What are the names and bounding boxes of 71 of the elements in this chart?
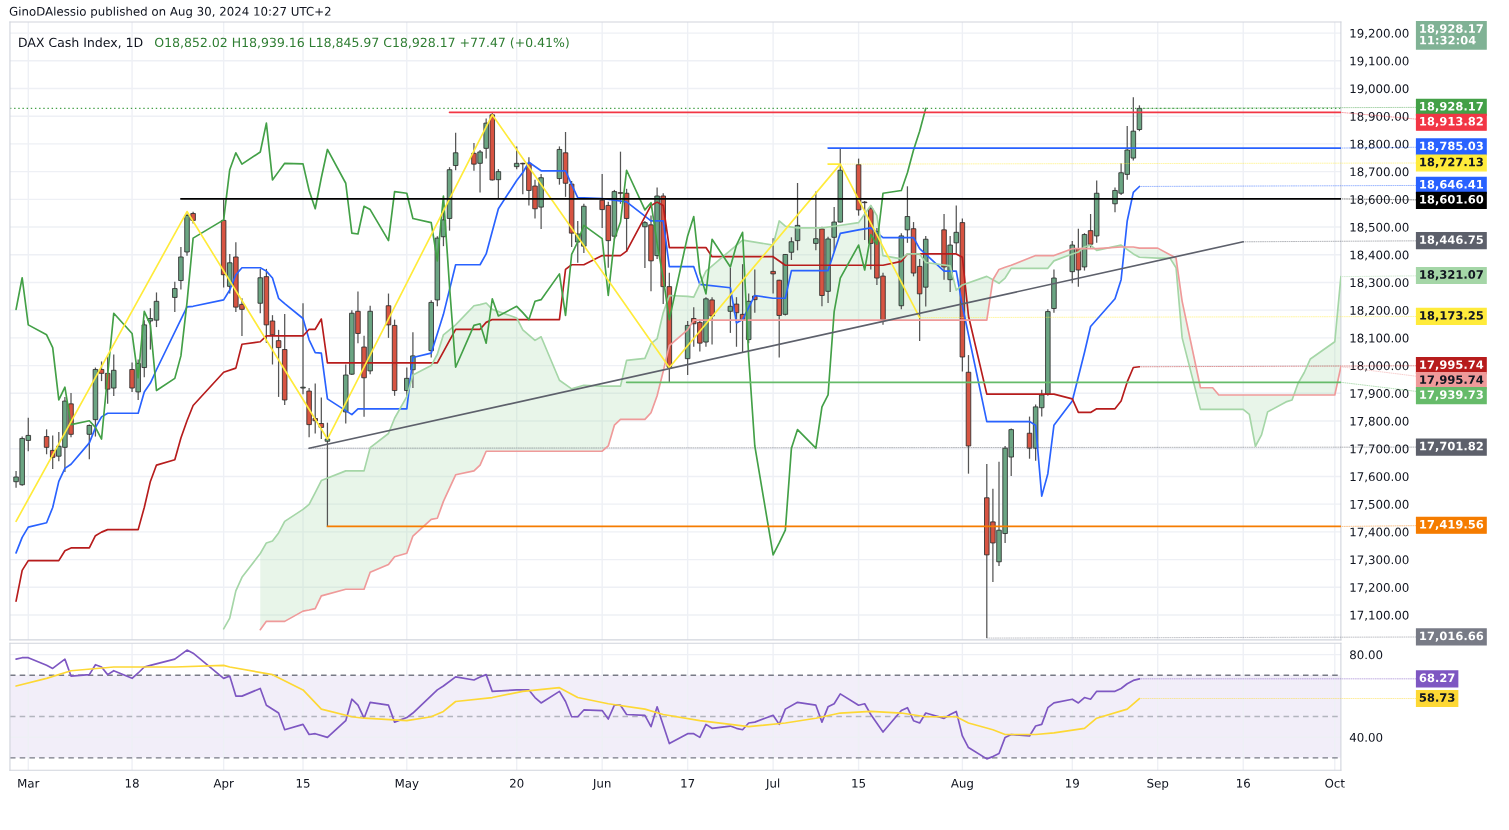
y-tick-label: 18,500.00 — [1350, 222, 1409, 233]
candlestick — [788, 236, 795, 261]
y-tick-label: 18,100.00 — [1350, 333, 1409, 344]
annotation: 17,995.74 — [1420, 375, 1484, 386]
x-tick-label: Aug — [950, 778, 973, 790]
text: 18,928.17 11:32:04 — [1420, 24, 1483, 45]
y-tick-label: 17,900.00 — [1350, 389, 1409, 400]
y-tick-label: 18,800.00 — [1350, 139, 1409, 150]
y-tick-label: 17,200.00 — [1350, 583, 1409, 594]
y-tick-label: 18,400.00 — [1350, 250, 1409, 261]
x-tick-label: 18 — [125, 778, 139, 788]
y-tick-label: 19,100.00 — [1350, 56, 1409, 67]
x-tick-label: 20 — [510, 778, 524, 788]
annotation: 18,913.82 — [1420, 116, 1483, 128]
x-tick-label: Mar — [18, 778, 40, 788]
candlestick — [86, 423, 93, 460]
candlestick — [172, 281, 178, 313]
candlestick — [300, 302, 306, 395]
y-tick-label: 18,700.00 — [1350, 167, 1409, 178]
x-tick-label: Oct — [1325, 778, 1345, 788]
candlestick — [178, 246, 184, 291]
annotation: 17,701.82 — [1420, 441, 1483, 452]
x-tick-label: Jul — [765, 778, 780, 790]
y-tick-label: 19,200.00 — [1350, 28, 1409, 39]
y-tick-label: 18,200.00 — [1350, 305, 1409, 317]
annotation: 17,939.73 — [1420, 390, 1483, 401]
annotation: 18,601.60 — [1420, 194, 1484, 206]
y-tick-label: 17,300.00 — [1350, 555, 1409, 566]
annotation: 18,928.17 — [1420, 101, 1483, 113]
annotation: 18,446.75 — [1420, 235, 1483, 246]
annotation: 17,419.56 — [1420, 519, 1484, 531]
y-tick-label: 18,900.00 — [1350, 111, 1409, 123]
y-tick-label: 17,100.00 — [1350, 610, 1409, 621]
y-tick-label: 80.00 — [1350, 650, 1383, 660]
candlestick — [275, 329, 282, 398]
annotation: 17,016.66 — [1420, 631, 1484, 642]
candlestick — [43, 428, 50, 455]
x-tick-label: 17 — [681, 778, 695, 788]
text: DAX Cash Index, 1D — [19, 37, 143, 49]
y-tick-label: 17,600.00 — [1350, 472, 1409, 483]
annotation: 17,995.74 — [1420, 360, 1484, 371]
y-tick-label: 17,500.00 — [1350, 499, 1409, 511]
y-tick-label: 19,000.00 — [1350, 84, 1409, 95]
text: O18,852.02 H18,939.16 L18,845.97 C18,928.17 +77.47 (+0.41%) — [154, 37, 569, 49]
candlestick — [452, 132, 459, 171]
annotation: 18,727.13 — [1420, 157, 1483, 168]
candlestick — [1136, 104, 1143, 132]
x-tick-label: 16 — [1237, 778, 1250, 788]
x-tick-label: 19 — [1066, 778, 1079, 788]
y-tick-label: 17,800.00 — [1350, 416, 1409, 427]
y-tick-label: 17,700.00 — [1350, 444, 1409, 455]
y-tick-label: 18,000.00 — [1350, 361, 1409, 372]
candlestick — [324, 422, 331, 528]
x-tick-label: Sep — [1147, 778, 1169, 790]
annotation: 58.73 — [1419, 693, 1455, 702]
annotation: 18,646.41 — [1420, 179, 1484, 191]
annotation: 18,321.07 — [1420, 270, 1483, 281]
annotation: 68.27 — [1419, 673, 1455, 683]
x-tick-label: 15 — [852, 778, 866, 788]
annotation: 18,173.25 — [1420, 311, 1483, 322]
x-tick-label: 15 — [296, 778, 310, 788]
x-tick-label: May — [395, 778, 419, 790]
candlestick — [770, 237, 776, 295]
y-tick-label: 18,300.00 — [1350, 278, 1409, 289]
x-tick-label: Jun — [592, 778, 611, 790]
y-tick-label: 18,600.00 — [1350, 195, 1409, 206]
annotation: 18,785.03 — [1420, 141, 1483, 152]
text: GinoDAlessio published on Aug 30, 2024 10:27 UTC+2 — [9, 6, 331, 19]
x-tick-label: Apr — [213, 778, 234, 790]
y-tick-label: 40.00 — [1349, 732, 1383, 742]
y-tick-label: 17,400.00 — [1350, 527, 1409, 538]
